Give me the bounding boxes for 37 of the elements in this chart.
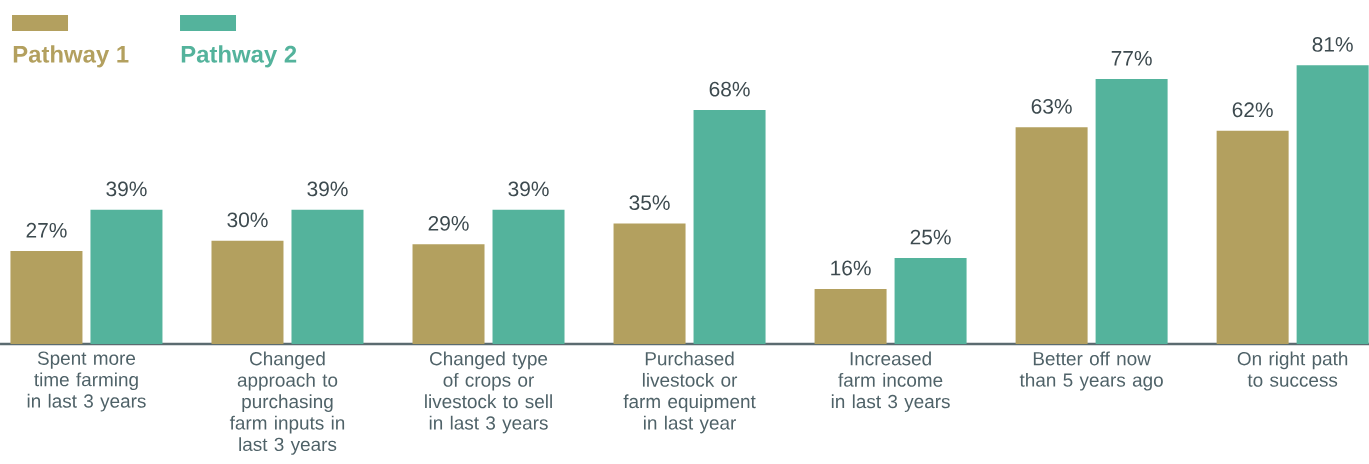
x-tick-label: Changed approach to purchasing farm inputs in last 3 years <box>229 351 345 455</box>
bar <box>1296 65 1369 344</box>
x-tick-label: Purchased livestock or farm equipment in last year <box>623 351 756 434</box>
bar <box>1015 127 1088 344</box>
data-label: 63% <box>1031 98 1072 114</box>
data-label: 39% <box>307 181 348 197</box>
data-label: 81% <box>1312 37 1353 52</box>
bar <box>492 209 565 344</box>
data-label: 62% <box>1232 102 1273 118</box>
data-label: 39% <box>106 181 147 197</box>
bar <box>613 223 686 344</box>
x-tick-label: Increased farm income in last 3 years <box>831 351 950 412</box>
bar <box>1095 79 1168 344</box>
data-label: 77% <box>1111 50 1152 66</box>
data-label: 27% <box>26 222 67 238</box>
data-label: 25% <box>910 229 951 245</box>
bar <box>1216 130 1289 344</box>
data-label: 16% <box>831 260 871 276</box>
bar <box>693 110 766 344</box>
data-label: 30% <box>227 212 268 228</box>
x-tick-label: On right path to success <box>1237 351 1348 387</box>
bar <box>814 288 887 344</box>
legend-label: Pathway 1 <box>13 45 129 68</box>
x-tick-label: Spent more time farming in last 3 years <box>27 351 146 412</box>
bar <box>10 251 83 344</box>
bar <box>412 244 485 344</box>
bar <box>90 209 163 344</box>
data-label: 29% <box>428 215 469 231</box>
data-label: 39% <box>508 181 549 197</box>
data-label: 35% <box>629 195 670 211</box>
bar <box>291 209 364 344</box>
bar <box>211 240 284 344</box>
x-tick-label: Changed type of crops or livestock to sell in last 3 years <box>425 351 552 434</box>
x-tick-label: Better off now than 5 years ago <box>1019 351 1163 391</box>
data-label: 68% <box>709 81 750 97</box>
legend-label: Pathway 2 <box>181 45 297 68</box>
bar <box>894 257 967 344</box>
